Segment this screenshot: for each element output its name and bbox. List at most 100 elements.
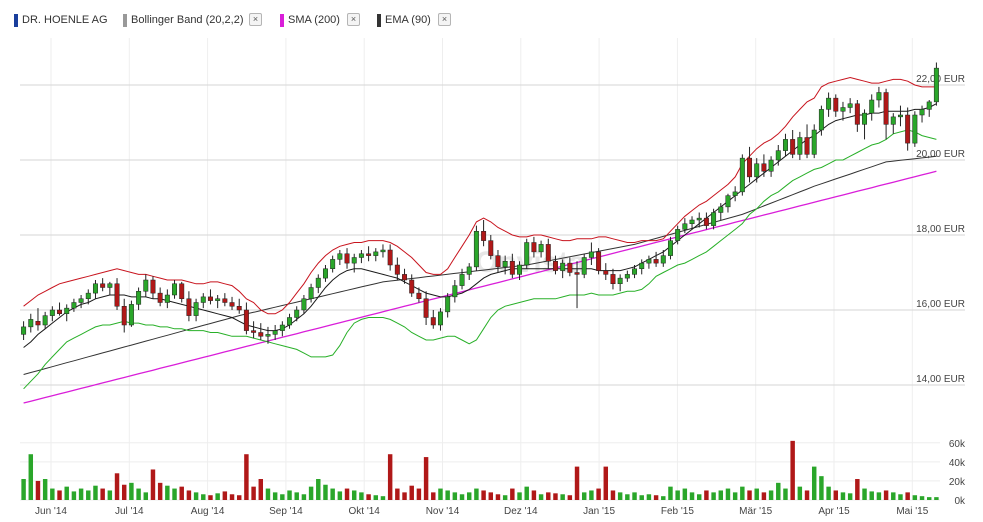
candle-body [660, 255, 666, 264]
x-tick-label: Sep '14 [269, 506, 303, 517]
x-tick-label: Dez '14 [504, 506, 538, 517]
volume-bar [351, 490, 357, 500]
legend-instrument: DR. HOENLE AG [22, 14, 108, 26]
volume-bar [64, 486, 69, 500]
volume-bar [21, 479, 26, 500]
volume-bar [797, 486, 803, 500]
volume-bar [129, 482, 134, 500]
remove-sma-button[interactable]: × [347, 13, 360, 26]
volume-bar [244, 454, 249, 500]
volume-bar [912, 495, 918, 500]
y-tick-label: 22,00 EUR [916, 74, 965, 85]
candle-body [366, 253, 372, 256]
volume-bar [682, 488, 688, 500]
volume-bar [301, 494, 307, 500]
candle-body [387, 249, 393, 266]
candle-body [761, 163, 767, 172]
volume-tick-label: 20k [949, 477, 966, 488]
volume-bar [344, 488, 350, 500]
volume-bar [251, 486, 256, 500]
candle-body [732, 191, 738, 196]
volume-bar [776, 482, 781, 500]
remove-ema-button[interactable]: × [438, 13, 451, 26]
volume-bar [86, 490, 91, 500]
volume-bar [466, 492, 472, 500]
volume-bar [452, 492, 458, 500]
volume-bar [740, 486, 745, 500]
volume-bar [553, 493, 558, 500]
candle-body [646, 259, 652, 264]
volume-bar [790, 440, 795, 500]
candle-body [452, 285, 458, 298]
candle-body [279, 324, 285, 331]
volume-bar [718, 490, 724, 500]
candle-body [265, 334, 271, 337]
candle-body [100, 283, 106, 288]
volume-bar [294, 492, 299, 500]
volume-bar [107, 490, 113, 500]
volume-bar [431, 492, 436, 500]
candle-body [912, 114, 918, 144]
volume-bar [610, 490, 616, 500]
candle-body [718, 206, 724, 213]
candle-body [71, 302, 77, 309]
volume-bar [560, 494, 565, 500]
candle-body [380, 249, 386, 253]
volume-bar [668, 486, 673, 500]
x-tick-label: Feb '15 [661, 506, 694, 517]
ema-swatch [377, 14, 381, 27]
volume-bar [574, 466, 580, 500]
candle-body [330, 259, 336, 269]
volume-bar [78, 488, 84, 500]
volume-bar [323, 484, 328, 500]
volume-bar [546, 492, 551, 500]
candle-body [545, 244, 551, 262]
remove-bollinger-button[interactable]: × [249, 13, 262, 26]
instrument-swatch [14, 14, 18, 27]
candle-body [890, 116, 896, 125]
volume-bar [711, 492, 716, 500]
volume-bar [517, 492, 522, 500]
candle-body [157, 292, 163, 303]
candle-body [272, 330, 278, 335]
candle-body [200, 296, 206, 303]
volume-bar [833, 490, 839, 500]
volume-bar [589, 490, 594, 500]
volume-bar [603, 466, 609, 500]
volume-bar [481, 490, 486, 500]
candle-body [294, 309, 300, 318]
volume-bar [387, 454, 393, 500]
volume-bar [783, 488, 788, 500]
candle-body [603, 270, 609, 275]
x-tick-label: Apr '15 [818, 506, 850, 517]
candle-body [818, 109, 824, 131]
candle-body [114, 283, 120, 307]
volume-bar [934, 497, 939, 500]
volume-bar [287, 490, 292, 500]
y-tick-label: 20,00 EUR [916, 149, 965, 160]
candle-body [308, 287, 314, 299]
candle-body [567, 262, 573, 273]
legend-sma: SMA (200) [288, 14, 340, 26]
volume-bar [150, 469, 156, 500]
volume-bar [57, 490, 62, 500]
candle-body [78, 298, 84, 303]
candle-body [301, 298, 307, 311]
volume-bar [819, 476, 824, 500]
volume-bar [330, 488, 335, 500]
candle-body [596, 251, 602, 271]
candle-body [193, 302, 199, 316]
candle-body [466, 266, 472, 275]
volume-bar [898, 494, 903, 500]
bollinger-upper-line [23, 76, 937, 315]
volume-bar [165, 485, 170, 500]
volume-bar [653, 495, 659, 500]
volume-bar [675, 490, 680, 500]
candle-body [445, 296, 451, 313]
volume-bar [869, 491, 874, 500]
volume-bar [423, 457, 429, 500]
candle-body [639, 262, 645, 269]
volume-bar [696, 494, 702, 500]
volume-bar [876, 492, 882, 500]
